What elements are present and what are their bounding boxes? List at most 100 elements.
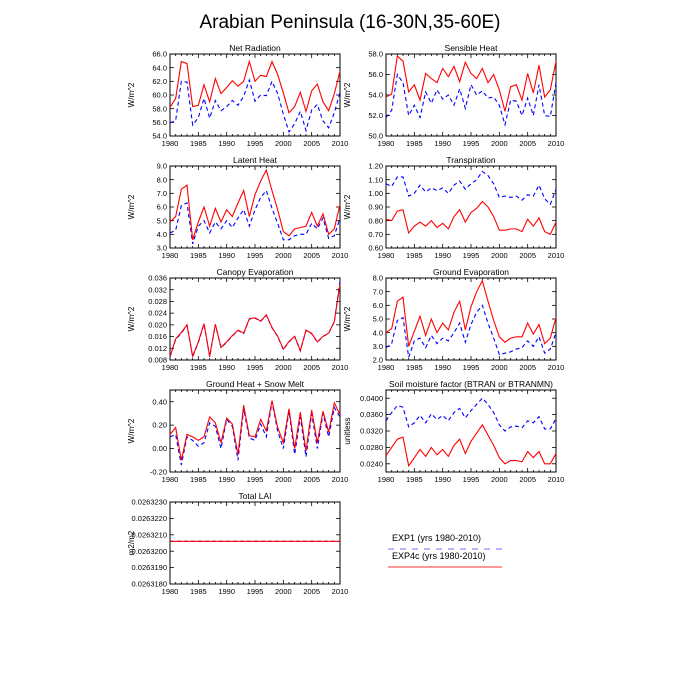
y-tick-label: 54.0: [152, 132, 167, 141]
x-tick-label: 1985: [406, 363, 423, 372]
y-tick-label: 0.0240: [360, 459, 383, 468]
y-tick-label: 5.0: [373, 315, 383, 324]
x-tick-label: 2005: [303, 251, 320, 260]
x-tick-label: 2000: [491, 363, 508, 372]
y-tick-label: 0.40: [152, 397, 167, 406]
x-tick-label: 1995: [463, 251, 480, 260]
series-line-exp4c: [385, 423, 557, 468]
y-tick-label: 0.036: [148, 274, 167, 283]
y-tick-label: 8.0: [373, 274, 383, 283]
y-tick-label: 3.0: [157, 244, 167, 253]
y-axis-label: W/m^2: [127, 194, 136, 219]
x-tick-label: 2000: [491, 251, 508, 260]
y-tick-label: 62.0: [152, 77, 167, 86]
series-line-exp4c: [385, 54, 557, 112]
x-tick-label: 1995: [463, 363, 480, 372]
x-tick-label: 1995: [247, 251, 264, 260]
y-tick-label: 0.020: [148, 320, 167, 329]
y-tick-label: 0.0263210: [132, 530, 167, 539]
series-line-exp1: [169, 78, 341, 134]
x-tick-label: 2005: [519, 139, 536, 148]
x-tick-label: 1985: [406, 139, 423, 148]
y-tick-label: 3.0: [373, 342, 383, 351]
x-tick-label: 1985: [190, 363, 207, 372]
y-tick-label: 8.0: [157, 175, 167, 184]
y-axis-label: W/m^2: [127, 306, 136, 331]
y-tick-label: 0.024: [148, 309, 167, 318]
y-tick-label: 0.90: [368, 203, 383, 212]
x-tick-label: 2000: [491, 139, 508, 148]
y-tick-label: 0.0263200: [132, 547, 167, 556]
panel-title: Ground Heat + Snow Melt: [206, 379, 305, 389]
x-tick-label: 1980: [162, 363, 179, 372]
x-tick-label: 1995: [247, 587, 264, 596]
figure-title: Arabian Peninsula (16-30N,35-60E): [199, 12, 500, 33]
y-tick-label: 0.0263220: [132, 514, 167, 523]
x-tick-label: 1980: [162, 475, 179, 484]
y-tick-label: 7.0: [373, 287, 383, 296]
y-tick-label: 56.0: [368, 70, 383, 79]
chart-panel: Sensible Heat W/m^2 1980 1985 1990 1995 2000 20…: [343, 43, 564, 148]
x-tick-label: 2000: [275, 587, 292, 596]
x-tick-label: 2010: [548, 139, 565, 148]
legend-entry: EXP4c (yrs 1980-2010): [388, 551, 502, 568]
y-tick-label: 56.0: [152, 118, 167, 127]
x-tick-label: 1995: [463, 475, 480, 484]
legend-label: EXP1 (yrs 1980-2010): [392, 533, 481, 543]
x-tick-label: 2010: [332, 363, 349, 372]
y-tick-label: 64.0: [152, 63, 167, 72]
y-tick-label: 0.60: [368, 244, 383, 253]
chart-panel: Latent Heat W/m^2 1980 1985 1990 1995 2000 2005…: [127, 155, 348, 260]
x-tick-label: 1995: [247, 139, 264, 148]
chart-panel: Canopy Evaporation W/m^2 1980 1985 1990 1995 2…: [127, 267, 348, 372]
x-tick-label: 1980: [378, 139, 395, 148]
y-tick-label: 6.0: [373, 301, 383, 310]
y-tick-label: 0.0320: [360, 427, 383, 436]
series-line-exp1: [385, 304, 557, 358]
x-tick-label: 2000: [275, 363, 292, 372]
panel-title: Latent Heat: [233, 155, 278, 165]
x-tick-label: 2000: [275, 475, 292, 484]
y-axis-label: W/m^2: [343, 306, 352, 331]
x-tick-label: 1995: [247, 475, 264, 484]
series-line-exp4c: [169, 400, 341, 461]
x-tick-label: 1985: [406, 251, 423, 260]
chart-panel: Soil moisture factor (BTRAN or BTRANMN) u…: [343, 379, 564, 484]
y-axis-label: W/m^2: [343, 82, 352, 107]
y-tick-label: 7.0: [157, 189, 167, 198]
y-tick-label: 0.0280: [360, 443, 383, 452]
y-tick-label: 1.00: [368, 189, 383, 198]
chart-panel: Total LAI m2/m2 1980 1985 1990 1995 2000 2005 20…: [127, 491, 348, 596]
chart-panel: Ground Evaporation W/m^2 1980 1985 1990 1995 2…: [343, 267, 564, 372]
x-tick-label: 2010: [548, 251, 565, 260]
x-tick-label: 1990: [218, 475, 235, 484]
panel-title: Ground Evaporation: [433, 267, 509, 277]
y-tick-label: 0.0263190: [132, 563, 167, 572]
series-line-exp1: [385, 170, 557, 206]
x-tick-label: 2010: [332, 475, 349, 484]
x-tick-label: 1980: [162, 139, 179, 148]
legend-label: EXP4c (yrs 1980-2010): [392, 551, 486, 561]
x-tick-label: 2010: [548, 363, 565, 372]
y-tick-label: 2.0: [373, 356, 383, 365]
x-tick-label: 2000: [275, 139, 292, 148]
x-tick-label: 1990: [434, 251, 451, 260]
y-tick-label: -0.20: [150, 468, 167, 477]
y-tick-label: 0.028: [148, 297, 167, 306]
x-tick-label: 1985: [190, 251, 207, 260]
x-tick-label: 1980: [378, 363, 395, 372]
y-tick-label: 0.0400: [360, 394, 383, 403]
x-tick-label: 2010: [548, 475, 565, 484]
series-line-exp4c: [169, 283, 341, 359]
chart-panel: Net Radiation W/m^2 1980 1985 1990 1995 2000 20…: [127, 43, 348, 148]
x-tick-label: 1990: [218, 139, 235, 148]
y-tick-label: 0.00: [152, 444, 167, 453]
panel-title: Total LAI: [238, 491, 271, 501]
y-tick-label: 0.0263230: [132, 498, 167, 507]
y-tick-label: 1.10: [368, 175, 383, 184]
x-tick-label: 1990: [434, 139, 451, 148]
y-tick-label: 0.032: [148, 285, 167, 294]
chart-panel: Transpiration W/m^2 1980 1985 1990 1995 2000 20…: [343, 155, 564, 260]
